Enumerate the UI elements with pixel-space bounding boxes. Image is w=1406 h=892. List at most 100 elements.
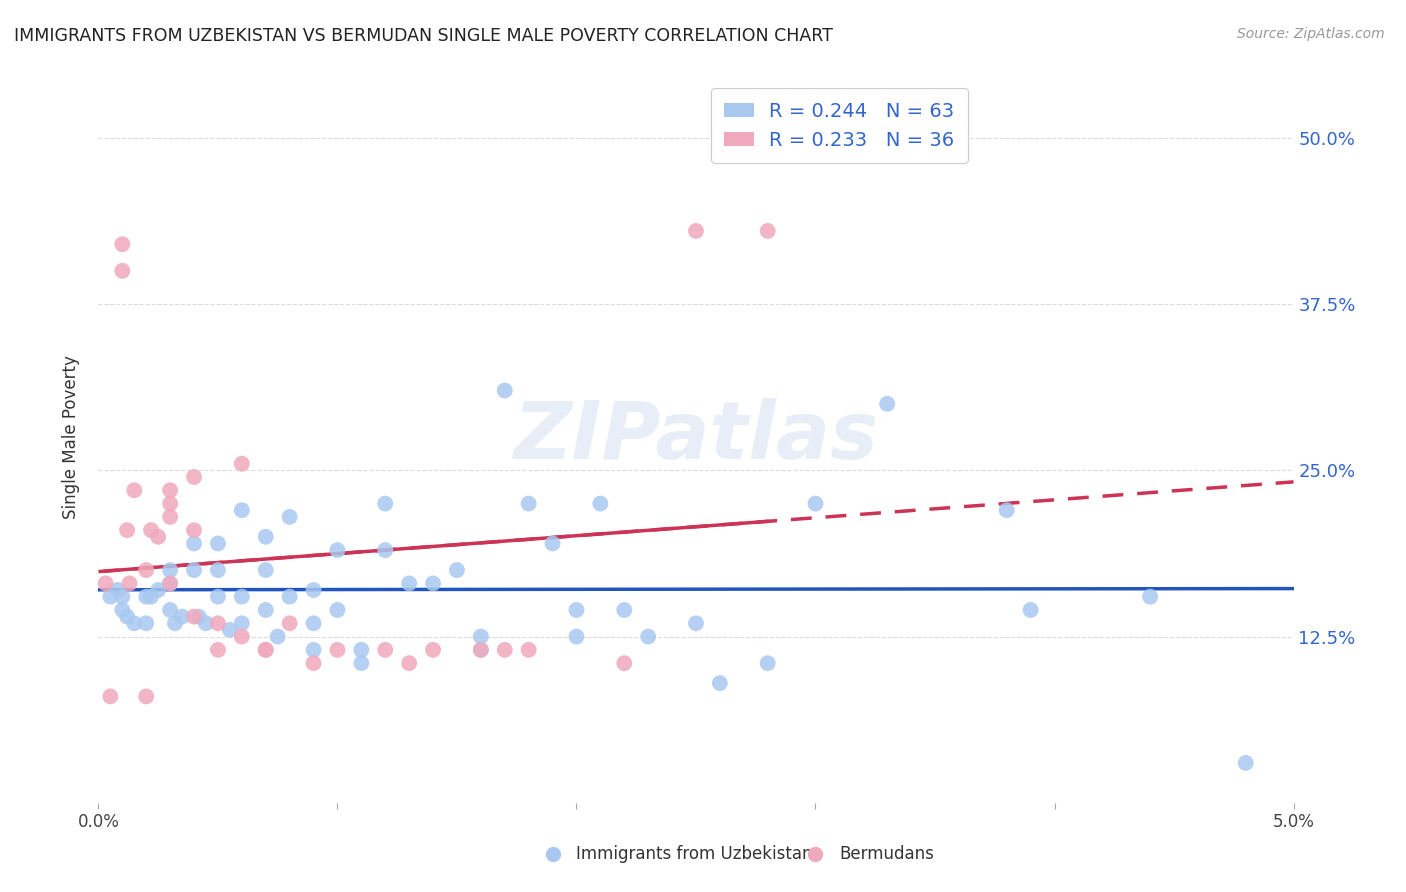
Point [267,630,290,644]
Point [302,656,325,670]
Point [254,530,277,544]
Point [494,643,516,657]
Point [613,656,636,670]
Point [302,643,325,657]
Point [94,576,117,591]
Point [231,503,253,517]
Point [374,497,396,511]
Point [111,603,134,617]
Point [756,656,779,670]
Point [139,590,162,604]
Point [422,576,444,591]
Point [139,523,162,537]
Point [148,530,170,544]
Point [115,609,138,624]
Point [135,590,157,604]
Point [995,503,1018,517]
Point [159,509,181,524]
Point [111,590,134,604]
Point [685,616,707,631]
Point [876,397,898,411]
Point [756,224,779,238]
Point [1139,590,1161,604]
Point [98,590,122,604]
Point [124,483,146,498]
Point [398,576,420,591]
Point [207,616,229,631]
Point [231,457,253,471]
Point [278,509,301,524]
Point [183,563,205,577]
Point [231,630,253,644]
Point [422,643,444,657]
Point [1019,603,1042,617]
Point [398,656,420,670]
Point [219,623,242,637]
Point [207,643,229,657]
Point [172,609,194,624]
Point [187,609,209,624]
Point [326,543,349,558]
Point [1234,756,1257,770]
Point [135,563,157,577]
Point [589,497,612,511]
Point [302,582,325,597]
Point [278,590,301,604]
Point [148,582,170,597]
Point [159,576,181,591]
Point [254,603,277,617]
Point [207,563,229,577]
Point [517,497,540,511]
Text: ZIPatlas: ZIPatlas [513,398,879,476]
Point [98,690,122,704]
Point [326,643,349,657]
Point [163,616,186,631]
Point [183,523,205,537]
Point [350,656,373,670]
Point [207,590,229,604]
Point [231,590,253,604]
Point [111,264,134,278]
Y-axis label: Single Male Poverty: Single Male Poverty [62,355,80,519]
Text: IMMIGRANTS FROM UZBEKISTAN VS BERMUDAN SINGLE MALE POVERTY CORRELATION CHART: IMMIGRANTS FROM UZBEKISTAN VS BERMUDAN S… [14,27,832,45]
Point [159,563,181,577]
Point [470,643,492,657]
Point [326,603,349,617]
Point [231,616,253,631]
Point [470,630,492,644]
Point [350,643,373,657]
Point [159,603,181,617]
Point [541,536,564,550]
Point [565,630,588,644]
Point [115,523,138,537]
Point [565,603,588,617]
Point [302,616,325,631]
Point [183,536,205,550]
Point [135,690,157,704]
Point [254,643,277,657]
Text: Bermudans: Bermudans [839,845,934,863]
Point [183,470,205,484]
Point [118,576,141,591]
Point [159,483,181,498]
Legend: R = 0.244   N = 63, R = 0.233   N = 36: R = 0.244 N = 63, R = 0.233 N = 36 [711,88,967,163]
Point [254,643,277,657]
Point [470,643,492,657]
Point [517,643,540,657]
Point [124,616,146,631]
Text: Source: ZipAtlas.com: Source: ZipAtlas.com [1237,27,1385,41]
Text: Immigrants from Uzbekistan: Immigrants from Uzbekistan [576,845,813,863]
Point [135,616,157,631]
Point [159,497,181,511]
Point [637,630,659,644]
Point [111,237,134,252]
Point [254,563,277,577]
Point [195,616,218,631]
Point [183,609,205,624]
Point [494,384,516,398]
Point [207,536,229,550]
Point [278,616,301,631]
Point [804,497,827,511]
Point [685,224,707,238]
Point [709,676,731,690]
